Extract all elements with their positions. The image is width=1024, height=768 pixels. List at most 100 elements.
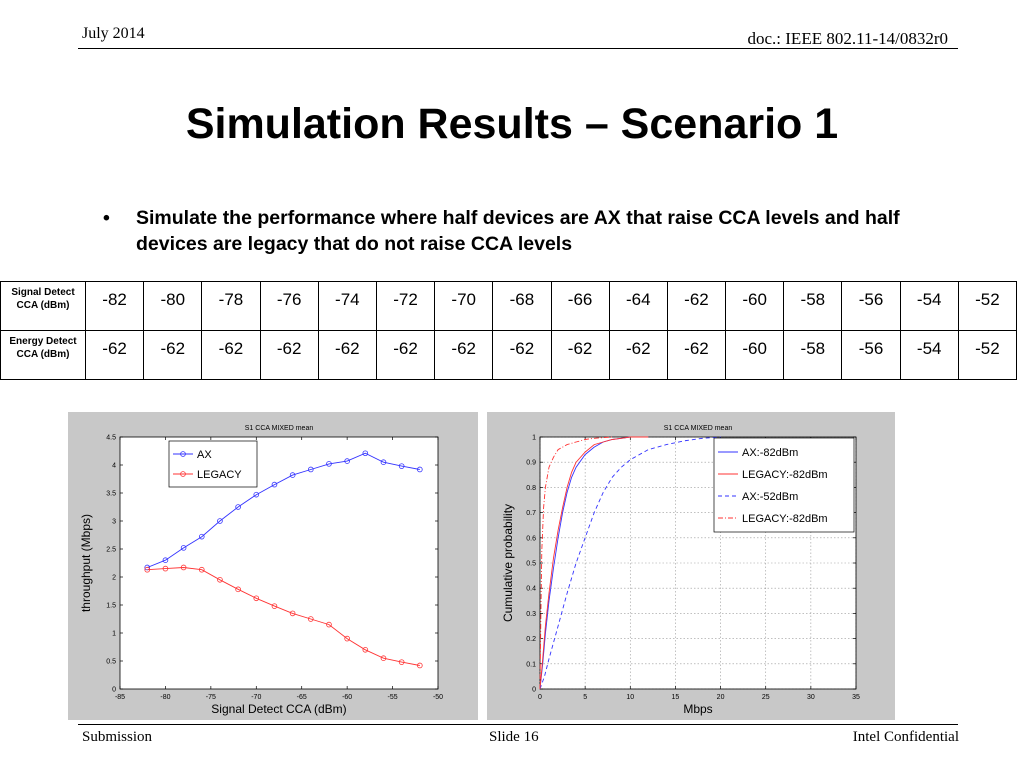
data-point xyxy=(362,450,369,457)
footer-submission: Submission xyxy=(82,729,153,745)
throughput-chart-panel: -85 -80 -75 -70 -65 -60 -55 -50 0 0.5 1 1.5 2 2.5 3 3.5… xyxy=(68,412,478,720)
table-row-label: Energy Detect CCA (dBm) xyxy=(0,330,86,380)
table-cell: -60 xyxy=(725,330,785,380)
data-point xyxy=(144,564,151,571)
y-tick-label: 0.3 xyxy=(526,611,536,618)
series-line-2 xyxy=(539,436,721,690)
data-point xyxy=(217,577,223,583)
table-cell: -66 xyxy=(550,281,610,331)
cdf-chart: 0 5 10 15 20 25 30 35 0 0.1 0.2 0.3 0.4 0.5 0.6 0.7 0.8 0… xyxy=(501,425,860,716)
header-doc-id: doc.: IEEE 802.11-14/0832r0 xyxy=(747,29,949,48)
y-tick-label: 0.6 xyxy=(526,535,536,542)
legend-label: AX xyxy=(197,449,212,461)
y-tick-label: 0 xyxy=(112,687,116,694)
header-date: July 2014 xyxy=(82,25,145,42)
table-cell: -56 xyxy=(841,281,901,331)
table-cell: -62 xyxy=(143,330,203,380)
data-point xyxy=(198,566,205,573)
data-point xyxy=(271,603,278,609)
series-line-3 xyxy=(539,436,613,690)
data-point xyxy=(380,655,387,662)
table-cell: -56 xyxy=(841,330,901,380)
y-tick-label: 0.1 xyxy=(526,661,536,668)
y-tick-label: 1.5 xyxy=(106,603,116,610)
legend: AX LEGACY xyxy=(168,440,258,488)
x-tick-label: -65 xyxy=(297,694,307,701)
data-point xyxy=(289,610,296,617)
data-point xyxy=(198,533,205,540)
data-point xyxy=(253,491,260,498)
legend-label: LEGACY:-82dBm xyxy=(742,513,828,525)
footer-confidential: Intel Confidential xyxy=(852,729,959,745)
x-tick-label: 20 xyxy=(717,694,725,701)
table-cell: -62 xyxy=(375,330,436,380)
legend-box xyxy=(168,440,258,488)
x-tick-label: 0 xyxy=(538,694,542,701)
series-line-0 xyxy=(147,452,420,568)
data-point xyxy=(289,472,296,478)
y-tick-label: 0.2 xyxy=(526,636,536,643)
table-cell: -60 xyxy=(725,281,785,331)
data-point xyxy=(144,566,151,573)
table-cell: -62 xyxy=(434,330,494,380)
table-row: Energy Detect CCA (dBm) -62 -62 -62 -62 -62 -6… xyxy=(0,330,1018,380)
data-point xyxy=(344,458,350,464)
y-axis-label: Cumulative probability xyxy=(501,504,515,622)
legend-label: AX:-52dBm xyxy=(742,491,798,503)
data-point xyxy=(326,461,332,467)
table-cell: -62 xyxy=(666,281,727,331)
data-point xyxy=(217,518,223,524)
table-cell: -82 xyxy=(84,281,145,331)
table-cell: -70 xyxy=(434,281,494,331)
table-cell: -62 xyxy=(317,330,377,380)
axes-frame xyxy=(119,436,439,690)
y-tick-label: 0.7 xyxy=(526,510,536,517)
x-axis-label: Signal Detect CCA (dBm) xyxy=(211,702,346,716)
data-point xyxy=(326,621,332,628)
table-cell: -72 xyxy=(375,281,436,331)
table-cell: -54 xyxy=(899,330,959,380)
cdf-chart-panel: 0 5 10 15 20 25 30 35 0 0.1 0.2 0.3 0.4 0.5 0.6 0.7 0.8 0… xyxy=(487,412,895,720)
table-cell: -64 xyxy=(608,281,668,331)
footer-slide-number: Slide 16 xyxy=(489,729,539,745)
table-cell: -52 xyxy=(957,330,1018,380)
footer-divider xyxy=(78,724,958,725)
table-cell: -58 xyxy=(783,281,843,331)
table-cell: -62 xyxy=(550,330,610,380)
data-point xyxy=(235,586,241,593)
x-tick-label: -55 xyxy=(388,694,398,701)
x-axis-label: Mbps xyxy=(683,702,712,716)
table-cell: -62 xyxy=(259,330,319,380)
table-cell: -78 xyxy=(201,281,261,331)
legend-marker xyxy=(180,451,186,457)
data-point xyxy=(344,635,350,642)
cca-table: Signal Detect CCA (dBm) -82 -80 -78 -76 -74 -7… xyxy=(0,281,1018,380)
legend-label: LEGACY:-82dBm xyxy=(742,469,828,481)
data-point xyxy=(235,504,241,510)
table-cell: -62 xyxy=(608,330,668,380)
table-cell: -58 xyxy=(783,330,843,380)
y-tick-label: 0.4 xyxy=(526,586,536,593)
data-point xyxy=(253,595,260,602)
x-tick-label: -70 xyxy=(251,694,261,701)
legend-marker xyxy=(180,471,186,477)
data-point xyxy=(271,481,278,488)
table-cell: -62 xyxy=(492,330,552,380)
chart-title: S1 CCA MIXED mean xyxy=(245,425,314,432)
table-cell: -76 xyxy=(259,281,319,331)
legend-box xyxy=(713,437,855,533)
x-tick-label: -80 xyxy=(160,694,170,701)
table-cell: -62 xyxy=(201,330,261,380)
data-point xyxy=(180,545,187,551)
y-tick-label: 0.5 xyxy=(526,561,536,568)
series-line-1 xyxy=(147,567,420,666)
y-tick-label: 0.8 xyxy=(526,485,536,492)
slide-title: Simulation Results – Scenario 1 xyxy=(185,100,839,148)
x-tick-label: 30 xyxy=(807,694,815,701)
x-tick-label: 35 xyxy=(852,694,860,701)
y-tick-label: 0.5 xyxy=(106,659,116,666)
data-point xyxy=(180,564,187,571)
data-point xyxy=(417,466,423,473)
table-cell: -74 xyxy=(317,281,377,331)
y-axis-label: throughput (Mbps) xyxy=(79,514,93,612)
